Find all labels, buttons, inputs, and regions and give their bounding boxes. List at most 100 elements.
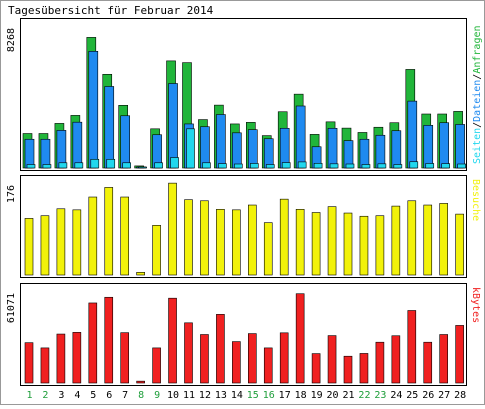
- bar-besuche-day-1: [24, 218, 34, 276]
- bar-kbytes-day-4: [72, 332, 82, 384]
- bar-dateien-day-27: [439, 122, 450, 169]
- bar-kbytes-day-9: [152, 347, 161, 384]
- bar-seiten-day-20: [329, 163, 339, 169]
- bar-dateien-day-20: [327, 127, 338, 169]
- x-tick-label-day-27: 27: [438, 390, 450, 401]
- bar-besuche-day-21: [343, 212, 353, 276]
- bar-seiten-day-4: [74, 162, 84, 169]
- bar-seiten-day-25: [409, 161, 419, 169]
- x-tick-label-day-20: 20: [327, 390, 339, 401]
- x-tick-label-day-13: 13: [215, 390, 227, 401]
- bar-besuche-day-25: [407, 200, 417, 276]
- x-tick-label-day-25: 25: [406, 390, 418, 401]
- bar-kbytes-day-8: [136, 380, 145, 384]
- x-tick-label-day-24: 24: [390, 390, 402, 401]
- x-tick-label-day-22: 22: [358, 390, 370, 401]
- bar-dateien-day-25: [407, 100, 418, 169]
- bar-seiten-day-8: [138, 166, 147, 169]
- x-tick-label-day-10: 10: [167, 390, 179, 401]
- x-tick-label-day-23: 23: [374, 390, 386, 401]
- x-tick-label-day-14: 14: [231, 390, 243, 401]
- legend-seiten: Seiten: [472, 128, 483, 164]
- bar-seiten-day-6: [106, 158, 116, 169]
- bar-dateien-day-24: [391, 130, 402, 169]
- x-tick-label-day-28: 28: [454, 390, 466, 401]
- x-tick-label-day-17: 17: [279, 390, 291, 401]
- bar-seiten-day-22: [361, 164, 371, 169]
- bar-besuche-day-11: [184, 199, 193, 276]
- bar-dateien-day-10: [168, 83, 178, 169]
- x-tick-label-day-15: 15: [247, 390, 259, 401]
- bar-besuche-day-27: [439, 203, 449, 276]
- legend-dateien: Dateien: [472, 80, 483, 122]
- bar-kbytes-day-17: [279, 332, 289, 384]
- bar-dateien-day-4: [72, 121, 83, 169]
- bar-kbytes-day-20: [327, 335, 337, 384]
- bar-kbytes-day-16: [263, 347, 273, 384]
- bar-kbytes-day-21: [343, 355, 353, 384]
- x-tick-label-day-18: 18: [295, 390, 307, 401]
- bar-kbytes-day-6: [104, 296, 114, 384]
- bar-kbytes-day-15: [248, 333, 257, 384]
- bar-kbytes-day-24: [391, 335, 401, 384]
- bar-besuche-day-24: [391, 205, 401, 276]
- bar-dateien-day-7: [120, 115, 130, 169]
- bar-kbytes-day-25: [407, 310, 417, 384]
- bar-kbytes-day-28: [455, 325, 464, 384]
- bar-seiten-day-21: [345, 163, 355, 169]
- bar-seiten-day-9: [154, 162, 163, 169]
- bar-besuche-day-14: [232, 209, 241, 276]
- bar-besuche-day-12: [200, 200, 209, 276]
- bar-dateien-day-22: [359, 138, 370, 169]
- legend-besuche: Besuche: [470, 179, 481, 221]
- bar-seiten-day-5: [90, 158, 100, 169]
- bar-kbytes-day-7: [120, 332, 129, 384]
- bar-seiten-day-17: [281, 162, 291, 169]
- x-tick-label-day-16: 16: [263, 390, 275, 401]
- bar-seiten-day-12: [202, 162, 211, 169]
- panel-frame-3: [20, 283, 467, 386]
- bar-besuche-day-6: [104, 187, 114, 276]
- bar-besuche-day-26: [423, 204, 433, 276]
- x-tick-label-day-26: 26: [422, 390, 434, 401]
- y-max-label-3: 61071: [6, 293, 17, 323]
- bar-kbytes-day-26: [423, 341, 433, 384]
- bar-besuche-day-10: [168, 182, 177, 276]
- bar-kbytes-day-23: [375, 341, 385, 384]
- bar-dateien-day-3: [56, 130, 67, 169]
- bar-kbytes-day-14: [232, 341, 241, 384]
- bar-dateien-day-2: [40, 138, 51, 169]
- bar-seiten-day-27: [441, 163, 451, 169]
- bar-besuche-day-22: [359, 215, 369, 276]
- bar-dateien-day-6: [104, 86, 115, 169]
- bar-kbytes-day-13: [216, 314, 225, 384]
- bar-kbytes-day-10: [168, 297, 177, 384]
- bar-besuche-day-23: [375, 215, 385, 276]
- bar-dateien-day-5: [88, 51, 99, 169]
- bar-besuche-day-7: [120, 196, 129, 276]
- bar-dateien-day-13: [216, 114, 226, 169]
- bar-besuche-day-19: [311, 212, 321, 276]
- legend-separator: /: [472, 74, 483, 80]
- bar-kbytes-day-18: [295, 293, 305, 384]
- bar-seiten-day-2: [42, 164, 52, 169]
- bar-besuche-day-4: [72, 209, 82, 276]
- x-tick-label-day-6: 6: [106, 390, 112, 401]
- bar-besuche-day-8: [136, 272, 145, 276]
- bar-seiten-day-1: [26, 164, 36, 169]
- bar-besuche-day-3: [56, 208, 66, 276]
- bar-kbytes-day-5: [88, 302, 98, 384]
- x-tick-label-day-12: 12: [199, 390, 211, 401]
- bar-kbytes-day-12: [200, 334, 209, 384]
- x-tick-label-day-5: 5: [90, 390, 96, 401]
- bar-dateien-day-15: [248, 129, 258, 169]
- bar-kbytes-day-11: [184, 322, 193, 384]
- y-max-label-1: 8268: [6, 28, 17, 52]
- bar-besuche-day-18: [295, 209, 305, 276]
- x-tick-label-day-9: 9: [154, 390, 160, 401]
- bar-besuche-day-28: [455, 213, 464, 276]
- bar-besuche-day-5: [88, 196, 98, 276]
- x-tick-label-day-1: 1: [26, 390, 32, 401]
